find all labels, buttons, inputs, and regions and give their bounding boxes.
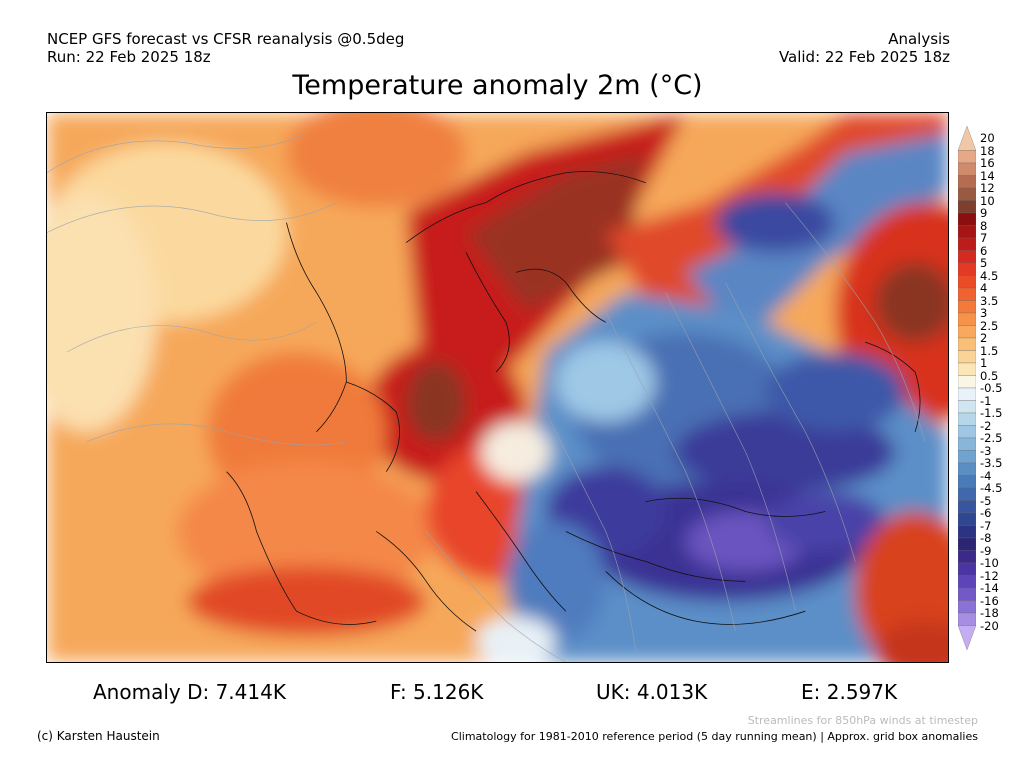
- colorbar-segment: [958, 362, 976, 376]
- colorbar-tick-label: -1.5: [980, 406, 1003, 420]
- credit-text: (c) Karsten Haustein: [37, 729, 160, 743]
- colorbar-tick-label: -9: [980, 543, 992, 558]
- colorbar-tick-label: -1: [980, 393, 992, 408]
- colorbar-segment: [958, 575, 976, 589]
- colorbar-tick-label: 14: [980, 168, 995, 183]
- colorbar-tick-label: -2: [980, 418, 992, 433]
- colorbar-tick-label: 7: [980, 231, 988, 245]
- colorbar-labels: 20 18 16 14 12 10 9 8 7 6 5 4.5 4 3.5 3 2.5 2 1.5 1 0.5 -0.5…: [980, 0, 1024, 768]
- colorbar-segment: [958, 200, 976, 214]
- colorbar-tick-label: -2.5: [980, 431, 1003, 445]
- colorbar-tick-label: -14: [980, 581, 999, 595]
- colorbar-tick-label: -16: [980, 593, 999, 608]
- temperature-anomaly-map: [46, 112, 949, 663]
- colorbar-tick-label: -7: [980, 518, 992, 533]
- colorbar-tick-label: 16: [980, 156, 995, 170]
- colorbar-segment: [958, 312, 976, 326]
- colorbar-segment: [958, 175, 976, 189]
- colorbar-segment: [958, 525, 976, 539]
- colorbar-tick-label: 10: [980, 193, 995, 208]
- colorbar-segment: [958, 287, 976, 301]
- colorbar-segment: [958, 475, 976, 489]
- colorbar-tick-label: 8: [980, 218, 988, 233]
- anomaly-e-stat: E: 2.597K: [801, 680, 898, 704]
- anomaly-uk-stat: UK: 4.013K: [596, 680, 708, 704]
- colorbar-segment: [958, 250, 976, 264]
- colorbar-tick-label: 3.5: [980, 293, 999, 308]
- colorbar-segment: [958, 350, 976, 364]
- colorbar-segment: [958, 450, 976, 464]
- colorbar-segment: [958, 562, 976, 576]
- colorbar-tick-label: 2: [980, 331, 988, 345]
- colorbar-tick-label: -0.5: [980, 381, 1003, 395]
- colorbar-segment: [958, 337, 976, 351]
- colorbar: [958, 126, 976, 650]
- colorbar-segment: [958, 325, 976, 339]
- colorbar-segment: [958, 126, 976, 151]
- colorbar-tick-label: -4.5: [980, 481, 1003, 495]
- colorbar-segment: [958, 487, 976, 501]
- colorbar-tick-label: -10: [980, 556, 999, 570]
- streamlines-note: Streamlines for 850hPa winds at timestep: [747, 714, 978, 727]
- colorbar-segment: [958, 300, 976, 314]
- colorbar-segment: [958, 500, 976, 514]
- colorbar-tick-label: 20: [980, 131, 995, 145]
- colorbar-segment: [958, 512, 976, 526]
- wind-streamlines: [47, 132, 926, 662]
- colorbar-segment: [958, 237, 976, 251]
- colorbar-segment: [958, 587, 976, 601]
- colorbar-segment: [958, 212, 976, 226]
- model-run-description: NCEP GFS forecast vs CFSR reanalysis @0.…: [47, 30, 405, 48]
- run-time: Run: 22 Feb 2025 18z: [47, 48, 211, 66]
- colorbar-tick-label: -18: [980, 606, 999, 620]
- colorbar-segment: [958, 150, 976, 164]
- colorbar-tick-label: -6: [980, 506, 992, 520]
- colorbar-segment: [958, 437, 976, 451]
- colorbar-tick-label: -5: [980, 493, 992, 508]
- anomaly-d-stat: Anomaly D: 7.414K: [93, 680, 286, 704]
- colorbar-segment: [958, 375, 976, 389]
- coastlines-and-borders: [226, 171, 921, 632]
- colorbar-segment: [958, 225, 976, 239]
- colorbar-segment: [958, 462, 976, 476]
- colorbar-segment: [958, 625, 976, 650]
- colorbar-segment: [958, 262, 976, 276]
- colorbar-tick-label: 5: [980, 256, 988, 270]
- colorbar-tick-label: 1.5: [980, 343, 999, 358]
- colorbar-tick-label: 18: [980, 143, 995, 158]
- colorbar-segment: [958, 412, 976, 426]
- valid-time: Valid: 22 Feb 2025 18z: [778, 48, 950, 66]
- colorbar-segment: [958, 600, 976, 614]
- colorbar-segment: [958, 550, 976, 564]
- analysis-label: Analysis: [888, 30, 950, 48]
- colorbar-segment: [958, 537, 976, 551]
- colorbar-segment: [958, 275, 976, 289]
- colorbar-segment: [958, 387, 976, 401]
- colorbar-tick-label: 4.5: [980, 268, 999, 283]
- colorbar-tick-label: -12: [980, 568, 999, 583]
- anomaly-f-stat: F: 5.126K: [390, 680, 484, 704]
- colorbar-tick-label: -3: [980, 443, 992, 458]
- colorbar-tick-label: 12: [980, 181, 995, 195]
- colorbar-tick-label: -4: [980, 468, 992, 483]
- colorbar-segment: [958, 425, 976, 439]
- colorbar-tick-label: 3: [980, 306, 988, 320]
- colorbar-tick-label: -8: [980, 531, 992, 545]
- colorbar-tick-label: -3.5: [980, 456, 1003, 470]
- colorbar-tick-label: 1: [980, 356, 988, 370]
- colorbar-tick-label: 0.5: [980, 368, 999, 383]
- colorbar-segment: [958, 400, 976, 414]
- colorbar-tick-label: 2.5: [980, 318, 999, 333]
- colorbar-segment: [958, 162, 976, 176]
- colorbar-segment: [958, 187, 976, 201]
- climatology-note: Climatology for 1981-2010 reference peri…: [451, 730, 978, 743]
- colorbar-tick-label: 6: [980, 243, 988, 258]
- map-title: Temperature anomaly 2m (°C): [292, 70, 703, 101]
- colorbar-segment: [958, 612, 976, 626]
- colorbar-tick-label: 9: [980, 206, 988, 220]
- anomaly-field: [47, 113, 948, 662]
- colorbar-tick-label: -20: [980, 618, 999, 633]
- colorbar-tick-label: 4: [980, 281, 988, 295]
